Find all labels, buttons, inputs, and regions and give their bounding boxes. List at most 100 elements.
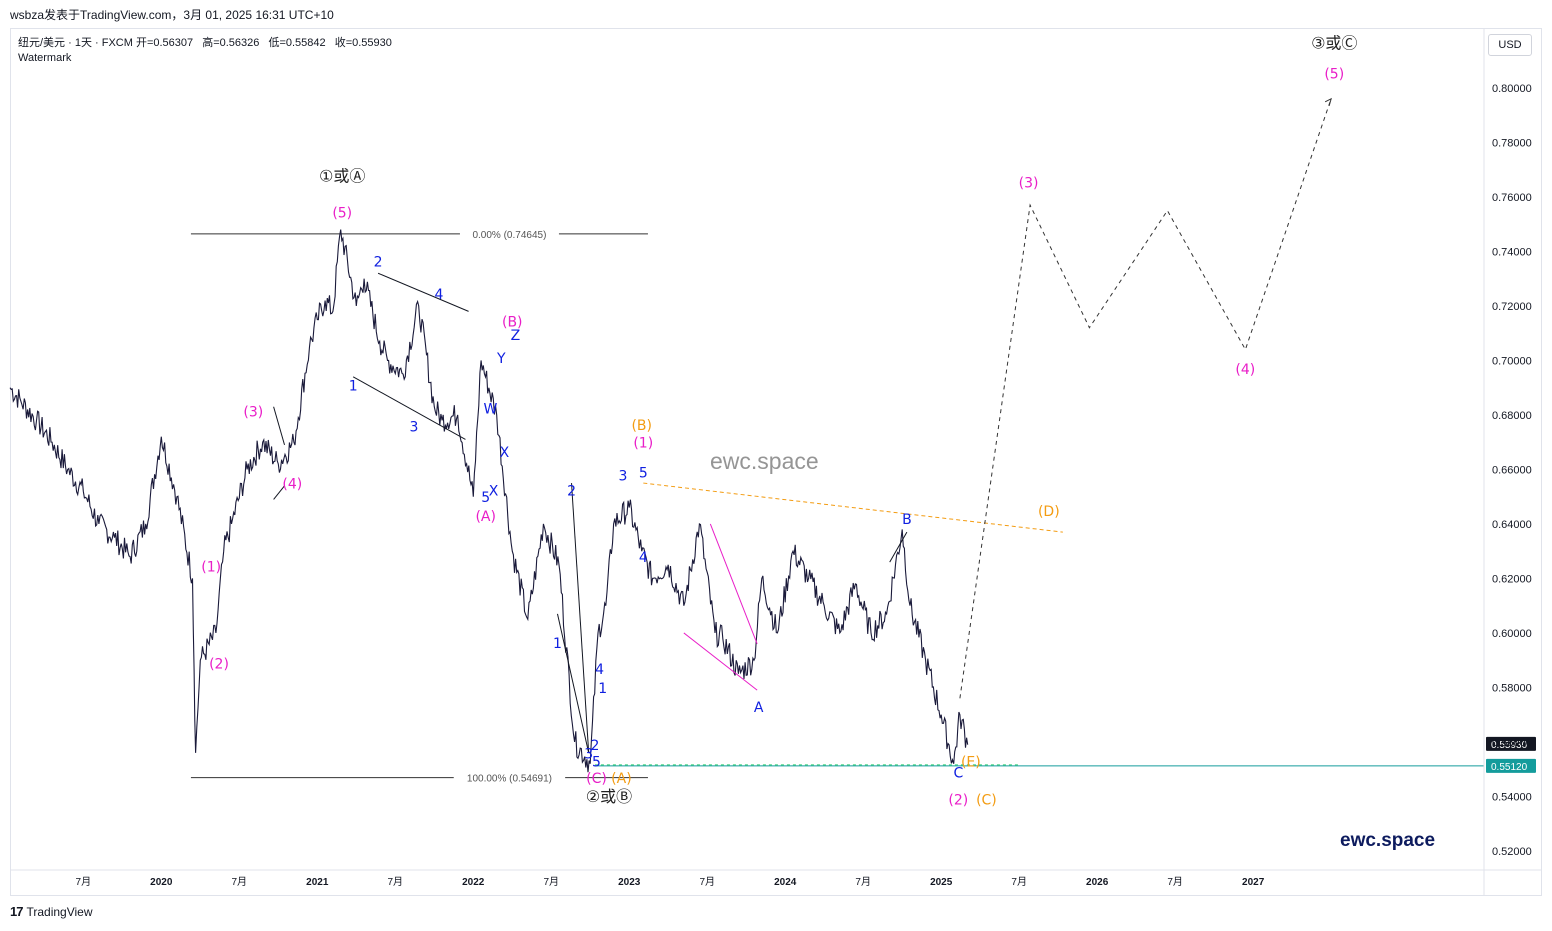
wave-label: 1 bbox=[598, 681, 607, 697]
wave-label: 2 bbox=[590, 738, 599, 754]
wave-label: (D) bbox=[1038, 504, 1060, 520]
wave-label: (2) bbox=[209, 656, 229, 672]
wave-label: 1 bbox=[553, 636, 562, 652]
symbol-name[interactable]: 纽元/美元 · 1天 · FXCM bbox=[18, 37, 133, 49]
wave-label: 4 bbox=[639, 550, 648, 566]
tradingview-logo-text: TradingView bbox=[26, 904, 93, 919]
wave-label: (C) bbox=[586, 771, 607, 787]
trend-line bbox=[273, 485, 285, 500]
low-value: 低=0.55842 bbox=[268, 37, 326, 49]
open-value: 开=0.56307 bbox=[135, 37, 194, 49]
y-tick-label: 0.72000 bbox=[1492, 301, 1532, 313]
x-tick-label: 7月 bbox=[1167, 876, 1183, 888]
fib-label-bg bbox=[459, 226, 559, 241]
y-tick-label: 0.54000 bbox=[1492, 791, 1532, 803]
wave-label: 4 bbox=[595, 662, 604, 678]
wave-label: 4 bbox=[434, 287, 443, 303]
high-value: 高=0.56326 bbox=[202, 37, 260, 49]
wave-label: (1) bbox=[633, 436, 653, 452]
wave-label: Z bbox=[511, 328, 521, 344]
wave-label: B bbox=[902, 512, 912, 528]
wave-label: 5 bbox=[481, 490, 490, 506]
x-tick-label: 2021 bbox=[306, 877, 329, 888]
wave-label: ①或Ⓐ bbox=[319, 167, 365, 186]
brand-text: ewc.space bbox=[1340, 830, 1436, 851]
wave-label: Y bbox=[496, 351, 506, 367]
wave-label: 3 bbox=[619, 468, 628, 484]
author-line: wsbza发表于TradingView.com，3月 01, 2025 16:3… bbox=[10, 8, 334, 22]
trend-line bbox=[709, 523, 758, 645]
y-tick-label: 0.60000 bbox=[1492, 628, 1532, 640]
y-tick-label: 0.76000 bbox=[1492, 192, 1532, 204]
close-value: 收=0.55930 bbox=[334, 37, 392, 49]
wave-label: (4) bbox=[1235, 362, 1255, 378]
trend-line bbox=[889, 531, 908, 563]
wave-label: 2 bbox=[567, 483, 576, 499]
trend-line bbox=[571, 483, 590, 753]
y-tick-label: 0.68000 bbox=[1492, 410, 1532, 422]
trend-line bbox=[273, 406, 286, 446]
projection-arrowhead bbox=[1324, 97, 1332, 106]
trend-line bbox=[352, 376, 466, 440]
price-tag-bg bbox=[1486, 736, 1536, 751]
y-tick-label: 0.52000 bbox=[1492, 846, 1532, 858]
wave-label: (2) bbox=[948, 793, 968, 809]
y-tick-label: 0.62000 bbox=[1492, 573, 1532, 585]
wave-label: (4) bbox=[282, 477, 302, 493]
trend-line bbox=[556, 613, 590, 753]
wave-label: 1 bbox=[349, 378, 358, 394]
wave-label: X bbox=[500, 445, 510, 461]
wave-label: (A) bbox=[611, 771, 632, 787]
wave-label: ③或Ⓒ bbox=[1311, 33, 1357, 52]
ohlc-values: 开=0.56307 高=0.56326 低=0.55842 收=0.55930 bbox=[136, 37, 398, 49]
y-tick-label: 0.70000 bbox=[1492, 355, 1532, 367]
symbol-info: 纽元/美元 · 1天 · FXCM 开=0.56307 高=0.56326 低=… bbox=[18, 34, 398, 50]
watermark-label: Watermark bbox=[18, 52, 72, 64]
fib-level-label: 100.00% (0.54691) bbox=[467, 774, 552, 785]
x-tick-label: 7月 bbox=[1011, 876, 1027, 888]
fib-label-bg bbox=[453, 770, 566, 785]
y-tick-label: 0.56000 bbox=[1492, 737, 1532, 749]
tradingview-logo[interactable]: 17 TradingView bbox=[10, 904, 93, 919]
wave-label: (5) bbox=[332, 205, 352, 221]
x-tick-label: 7月 bbox=[76, 876, 92, 888]
x-tick-label: 2027 bbox=[1242, 877, 1265, 888]
y-tick-label: 0.58000 bbox=[1492, 682, 1532, 694]
x-tick-label: 2024 bbox=[774, 877, 797, 888]
wave-label: 3 bbox=[584, 746, 593, 762]
wave-label: (E) bbox=[961, 754, 981, 770]
x-tick-label: 2022 bbox=[462, 877, 485, 888]
x-tick-label: 2023 bbox=[618, 877, 641, 888]
trend-line bbox=[377, 272, 469, 312]
wave-label: (5) bbox=[1324, 66, 1344, 82]
x-tick-label: 7月 bbox=[232, 876, 248, 888]
triangle-upper-line bbox=[643, 482, 1063, 533]
wave-label: (B) bbox=[631, 418, 652, 434]
x-tick-label: 2020 bbox=[150, 877, 173, 888]
price-line bbox=[9, 229, 969, 773]
wave-label: (1) bbox=[201, 560, 221, 576]
wave-label: (A) bbox=[475, 509, 496, 525]
price-tag-label: 0.55120 bbox=[1491, 762, 1528, 773]
x-tick-label: 2025 bbox=[930, 877, 953, 888]
y-tick-label: 0.74000 bbox=[1492, 246, 1532, 258]
wave-label: (B) bbox=[502, 314, 523, 330]
wave-label: W bbox=[483, 402, 497, 418]
fib-level-label: 0.00% (0.74645) bbox=[472, 230, 546, 241]
wave-label: 5 bbox=[639, 466, 648, 482]
center-watermark: ewc.space bbox=[710, 448, 819, 474]
wave-label: ②或Ⓑ bbox=[586, 787, 632, 806]
x-tick-label: 2026 bbox=[1086, 877, 1109, 888]
currency-button[interactable]: USD bbox=[1488, 34, 1532, 56]
wave-label: A bbox=[754, 700, 764, 716]
y-tick-label: 0.64000 bbox=[1492, 519, 1532, 531]
wave-label: 2 bbox=[374, 254, 383, 270]
y-tick-label: 0.66000 bbox=[1492, 464, 1532, 476]
price-tag-bg bbox=[1486, 758, 1536, 773]
price-tag-label: 0.55930 bbox=[1491, 740, 1528, 751]
wave-label: C bbox=[953, 765, 963, 781]
x-tick-label: 7月 bbox=[855, 876, 871, 888]
wave-label: 3 bbox=[410, 419, 419, 435]
tradingview-logo-icon: 17 bbox=[10, 904, 24, 919]
